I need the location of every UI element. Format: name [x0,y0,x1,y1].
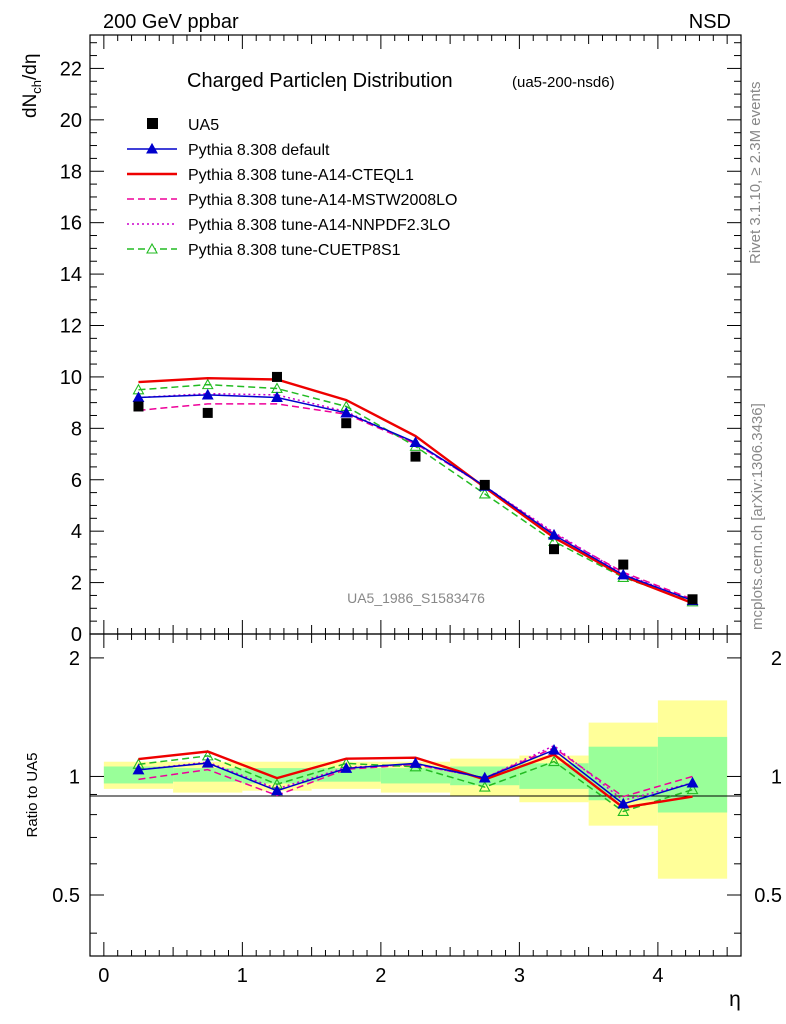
uncertainty-band-inner [173,768,243,782]
ratio-data-layer [132,743,699,817]
ratio-series-marker [271,784,283,796]
legend: UA5 Pythia 8.308 default Pythia 8.308 tune… [127,117,457,259]
x-tick-label: 0 [98,965,109,987]
main-ticks [89,35,742,635]
legend-label: Pythia 8.308 tune-A14-NNPDF2.3LO [188,217,450,234]
series-marker [548,528,560,540]
y-tick-label: 2 [71,573,82,595]
chart-title: Charged Particleη Distribution [187,70,453,92]
ratio-frame [89,633,742,957]
ratio-series-marker [409,757,422,768]
main-panel: 0 2 4 6 8 10 12 14 16 18 20 22 UA5_1986_S1583476 dN… [20,34,742,646]
ratio-series-marker [686,776,699,788]
ratio-series-marker [201,756,214,768]
eta-symbol: η [20,54,41,65]
header-right-label: NSD [689,11,731,33]
uncertainty-band-inner [380,768,451,784]
data-point [271,371,282,382]
series-marker [409,436,422,448]
ratio-series-marker [548,755,560,767]
series-line [138,377,693,605]
uncertainty-band-inner [588,746,658,801]
ratio-tick-label-left: 1 [69,766,80,788]
series-marker [201,378,214,390]
y-tick-label: 14 [60,264,82,286]
x-tick-label: 4 [652,965,663,987]
data-point [202,407,213,418]
y-tick-label: 16 [60,213,82,235]
ratio-y-axis-label: Ratio to UA5 [24,752,41,837]
data-point [618,559,629,570]
legend-label: Pythia 8.308 tune-A14-CTEQL1 [188,167,414,184]
data-point [687,594,698,605]
series-line [138,403,693,600]
uncertainty-band-inner [103,766,174,784]
analysis-watermark: UA5_1986_S1583476 [347,590,485,606]
x-axis-label: η [729,988,741,1011]
ratio-ytick-labels: 0.5 0.5 1 1 2 2 [52,648,782,907]
chart-subtitle: (ua5-200-nsd6) [512,74,615,91]
main-y-axis-label: dNch/dη [20,54,44,118]
data-point [479,479,490,490]
ratio-series-marker [617,805,630,817]
x-tick-label: 3 [514,965,525,987]
y-tick-label: 18 [60,161,82,183]
y-tick-label: 12 [60,316,82,338]
y-tick-label: 8 [71,418,82,440]
data-point [549,544,560,555]
y-tick-label: 6 [71,470,82,492]
legend-label: UA5 [188,117,219,134]
ratio-series-marker [340,762,353,773]
series-marker [340,406,353,418]
x-tick-labels: 0 1 2 3 4 [98,965,663,987]
ratio-series-marker [478,771,491,783]
ratio-tick-label-right: 2 [771,648,782,670]
ratio-band-layer [103,700,728,879]
uncertainty-band-inner [311,768,381,782]
ratio-series-marker [132,763,145,775]
ratio-tick-label-right: 0.5 [754,885,782,907]
ratio-tick-label-left: 0.5 [52,885,80,907]
series-marker [617,568,630,580]
mcplots-credit-label: mcplots.cern.ch [arXiv:1306.3436] [749,403,766,630]
series-marker [271,391,283,403]
ratio-tick-label-left: 2 [69,648,80,670]
y-tick-label: 4 [71,521,82,543]
legend-swatch-marker [146,242,158,254]
ratio-series-marker [686,783,699,795]
y-tick-label: 22 [60,58,82,80]
header-left-label: 200 GeV ppbar [103,11,239,33]
data-point [133,401,144,412]
x-tick-label: 1 [237,965,248,987]
main-data-layer [132,371,699,607]
ratio-series-marker [617,797,630,809]
ratio-series-marker [548,743,560,755]
legend-swatch-data [147,118,158,129]
data-point [410,451,421,462]
main-ytick-labels: 0 2 4 6 8 10 12 14 16 18 20 22 [60,58,82,646]
y-tick-label: 20 [60,110,82,132]
uncertainty-band-inner [519,763,589,789]
legend-label: Pythia 8.308 tune-A14-MSTW2008LO [188,192,457,209]
x-tick-label: 2 [375,965,386,987]
ratio-series-marker [478,780,491,792]
legend-label: Pythia 8.308 default [188,142,330,159]
data-point [341,418,352,429]
ratio-tick-label-right: 1 [771,766,782,788]
rivet-version-label: Rivet 3.1.10, ≥ 2.3M events [747,82,764,265]
series-marker [478,487,491,499]
ratio-ticks [89,634,742,956]
y-tick-label: 0 [71,624,82,646]
legend-swatch-marker [146,142,158,154]
y-tick-label: 10 [60,367,82,389]
ratio-panel: 0.5 0.5 1 1 2 2 Ratio to UA5 [24,633,782,957]
legend-label: Pythia 8.308 tune-CUETP8S1 [188,242,401,259]
series-marker [201,388,214,400]
